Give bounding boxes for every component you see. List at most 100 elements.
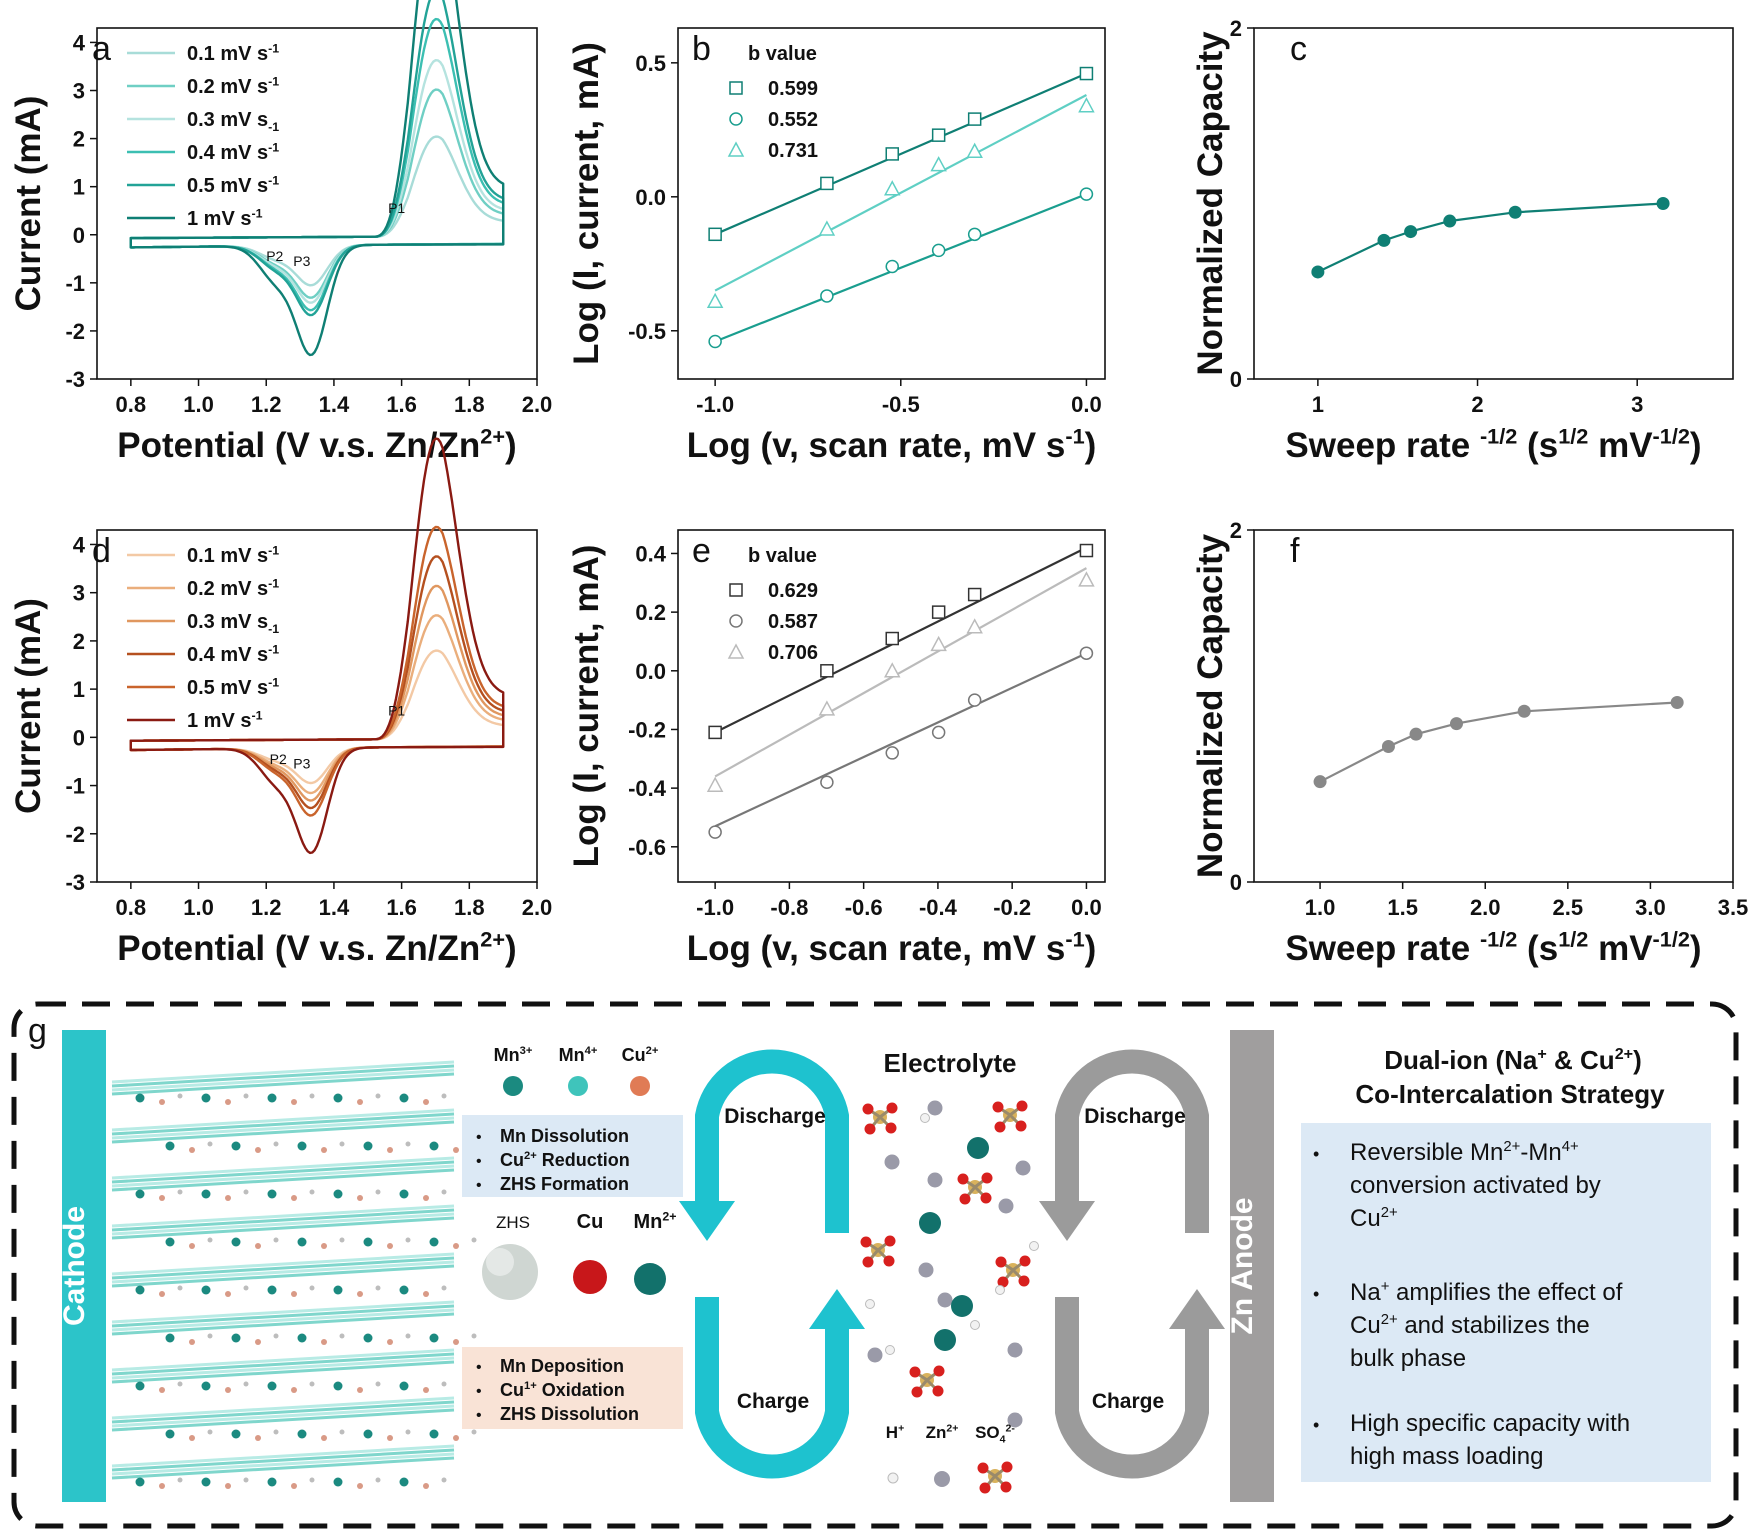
plot-frame-e [677, 529, 1106, 883]
text-part: ) [505, 929, 517, 968]
crystal-ion [423, 1483, 429, 1489]
crystal-ion [423, 1195, 429, 1201]
y-tick-label-a: -2 [65, 319, 85, 344]
crystal-ion [207, 1333, 213, 1339]
text-part: 0.5 mV s [187, 677, 268, 699]
h-ion [887, 1472, 899, 1484]
text-part: amplifies the effect of [1389, 1279, 1622, 1306]
process-item: Mn Deposition​ [500, 1356, 624, 1376]
crystal-ion [201, 1093, 211, 1103]
crystal-layer [111, 1120, 455, 1144]
crystal-layer [111, 1264, 455, 1288]
data-point-e [967, 587, 982, 602]
y-tick-label-a: -1 [65, 271, 85, 296]
crystal-layer [111, 1164, 455, 1188]
fit-line-b-0.599 [714, 72, 1087, 236]
text-part: 2+ [1381, 1312, 1398, 1328]
crystal-ion [333, 1189, 343, 1199]
text-part: -1 [1065, 927, 1084, 952]
crystal-ion [165, 1429, 175, 1439]
strategy-item-line: Na+​ amplifies the effect of [1350, 1279, 1623, 1306]
data-point-e [966, 618, 983, 634]
y-tick-label-a: 1 [73, 175, 85, 200]
crystal-ion [387, 1147, 393, 1153]
zhs-particle [486, 1248, 514, 1276]
plot-frame-d [96, 529, 538, 883]
x-axis-label-d: Potential (V v.s. Zn/Zn2+​) [117, 927, 516, 968]
crystal-ion [255, 1339, 261, 1345]
peak-label-d: P2 [270, 751, 287, 767]
text-part: 1+ [524, 1380, 537, 1392]
crystal-ion [291, 1291, 297, 1297]
crystal-ion [243, 1285, 249, 1291]
crystal-ion [429, 1333, 439, 1343]
text-part: 2+ [524, 1150, 537, 1162]
crystal-ion [291, 1099, 297, 1105]
crystal-ion [225, 1099, 231, 1105]
data-point-b [706, 292, 724, 309]
crystal-ion [471, 1333, 477, 1339]
crystal-ion [201, 1285, 211, 1295]
text-part: Mn Deposition [500, 1356, 624, 1376]
data-point-e [708, 825, 722, 839]
data-point-b [729, 81, 743, 95]
x-tick-label-e: -0.8 [770, 895, 808, 920]
y-tick-label-e: -0.4 [628, 776, 667, 801]
crystal-ion [243, 1189, 249, 1195]
crystal-ion [291, 1483, 297, 1489]
peak-label-a: P3 [293, 253, 310, 269]
data-point-b [729, 112, 743, 126]
crystal-layer [111, 1256, 455, 1280]
text-part: Cu [622, 1045, 646, 1065]
cv-curve-d-6 [129, 437, 505, 855]
discharge-arrow-anode-head [1039, 1201, 1095, 1241]
crystal-layer [111, 1404, 455, 1428]
schematic-panel: g Cathode Mn3+​ Mn4+​ Cu2+​ • Mn Dissolution​ •… [11, 1001, 1739, 1529]
zn-ion [1007, 1412, 1023, 1428]
crystal-layer [111, 1208, 455, 1232]
data-point-e [883, 662, 901, 678]
crystal-ion [159, 1099, 165, 1105]
legend-label-b: 0.731 [768, 140, 818, 162]
sulfate-oxygen [883, 1255, 895, 1267]
legend-label-a: 0.5 mV s-1​ [187, 173, 279, 197]
crystal-ion [201, 1189, 211, 1199]
crystal-ion [363, 1141, 373, 1151]
strategy-title: Dual-ion (Na+​ & Cu2+​) [1384, 1045, 1641, 1075]
sulfate-oxygen [862, 1256, 874, 1268]
text-part: Na [1350, 1279, 1381, 1306]
process-item: ZHS Formation​ [500, 1174, 629, 1194]
strategy-item-line: bulk phase [1350, 1345, 1466, 1372]
data-point-e [1078, 571, 1095, 587]
crystal-ion [453, 1147, 459, 1153]
x-tick-label-b: -1.0 [696, 392, 734, 417]
text-part: 0.1 mV s [187, 43, 268, 65]
sulfate-oxygen [995, 1256, 1007, 1268]
data-point-b [885, 259, 899, 274]
text-part: 2+ [946, 1423, 958, 1435]
crystal-ion [375, 1093, 381, 1099]
text-part: ) [1085, 426, 1097, 465]
text-part: 0.3 mV s [187, 611, 268, 633]
sulfate-oxygen [980, 1192, 992, 1204]
y-tick-label-a: 4 [73, 30, 86, 55]
text-part: -1 [268, 576, 279, 590]
sulfate-oxygen [1019, 1255, 1031, 1267]
ion-label: Mn4+​ [559, 1045, 598, 1065]
y-tick-label-d: 2 [73, 629, 85, 654]
x-tick-label-c: 2 [1471, 392, 1483, 417]
data-point-e [1079, 543, 1094, 558]
text-part: -1 [268, 543, 279, 557]
crystal-ion [165, 1141, 175, 1151]
legend-label-a: 0.1 mV s-1​ [187, 41, 279, 65]
zhs-label: ZHS [496, 1213, 530, 1232]
y-tick-label-a: 0 [73, 223, 85, 248]
x-tick-label-b: -0.5 [882, 392, 920, 417]
data-point-f [1517, 704, 1531, 718]
crystal-layer [111, 1260, 455, 1284]
crystal-ion [387, 1435, 393, 1441]
y-tick-label-d: 0 [73, 725, 85, 750]
text-part: 0.2 mV s [187, 578, 268, 600]
crystal-ion [333, 1477, 343, 1487]
crystal-ion [309, 1285, 315, 1291]
